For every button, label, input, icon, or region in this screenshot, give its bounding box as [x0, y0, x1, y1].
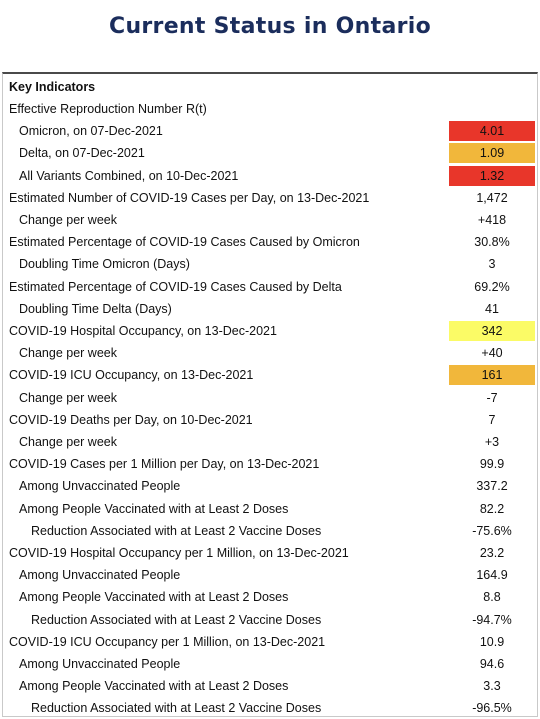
table-row: Reduction Associated with at Least 2 Vac…: [3, 520, 537, 542]
table-row: Estimated Number of COVID-19 Cases per D…: [3, 187, 537, 209]
indicator-value: 342: [449, 321, 535, 341]
indicator-label: Reduction Associated with at Least 2 Vac…: [31, 612, 322, 627]
indicator-value: 82.2: [479, 501, 505, 516]
indicator-value: 30.8%: [474, 235, 510, 250]
indicator-value: 3.3: [483, 679, 501, 694]
indicator-label: COVID-19 Hospital Occupancy per 1 Millio…: [9, 546, 349, 560]
indicator-label: Estimated Number of COVID-19 Cases per D…: [9, 190, 370, 205]
indicator-value: 3: [488, 257, 496, 272]
indicator-value: -75.6%: [472, 523, 512, 538]
table-row: COVID-19 Hospital Occupancy per 1 Millio…: [3, 542, 537, 564]
indicator-value: +40: [481, 346, 503, 361]
indicator-value: -7: [486, 390, 498, 405]
table-row: Omicron, on 07-Dec-2021 4.01: [3, 120, 537, 142]
table-row: COVID-19 Cases per 1 Million per Day, on…: [3, 453, 537, 475]
indicator-label: Estimated Percentage of COVID-19 Cases C…: [9, 235, 360, 250]
table-row: Doubling Time Delta (Days) 41: [3, 298, 537, 320]
table-row: Reduction Associated with at Least 2 Vac…: [3, 697, 537, 719]
indicator-label: Omicron, on 07-Dec-2021: [19, 124, 163, 139]
indicator-label: COVID-19 Cases per 1 Million per Day, on…: [9, 457, 320, 472]
table-row: Among Unvaccinated People 337.2: [3, 475, 537, 497]
indicator-label: COVID-19 ICU Occupancy per 1 Million, on…: [9, 634, 326, 649]
indicator-label: Among People Vaccinated with at Least 2 …: [19, 679, 289, 694]
indicator-label: Among Unvaccinated People: [19, 568, 181, 583]
page-title: Current Status in Ontario: [109, 14, 431, 39]
indicator-value: 94.6: [479, 657, 505, 671]
indicator-label: Among Unvaccinated People: [19, 479, 181, 494]
indicator-value: 161: [449, 365, 535, 386]
indicator-label: Among Unvaccinated People: [19, 657, 181, 671]
indicator-label: All Variants Combined, on 10-Dec-2021: [19, 168, 239, 183]
indicator-label: Estimated Percentage of COVID-19 Cases C…: [9, 279, 342, 294]
table-row: Effective Reproduction Number R(t): [3, 98, 537, 120]
table-row: All Variants Combined, on 10-Dec-2021 1.3…: [3, 165, 537, 187]
indicator-label: Doubling Time Delta (Days): [19, 301, 172, 316]
indicator-value: [449, 99, 535, 119]
indicator-value: 41: [485, 301, 499, 316]
indicator-label: Delta, on 07-Dec-2021: [19, 146, 145, 161]
table-row: Change per week +40: [3, 342, 537, 364]
indicator-label: Among People Vaccinated with at Least 2 …: [19, 501, 289, 516]
indicator-value: -94.7%: [472, 612, 512, 627]
table-row: Reduction Associated with at Least 2 Vac…: [3, 609, 537, 631]
table-row: Delta, on 07-Dec-2021 1.09: [3, 142, 537, 164]
table-row: Change per week +418: [3, 209, 537, 231]
table-row: Among Unvaccinated People 164.9: [3, 564, 537, 586]
table-row: Change per week -7: [3, 387, 537, 409]
indicator-value: 164.9: [476, 568, 508, 583]
table-row: Change per week +3: [3, 431, 537, 453]
indicator-label: Among People Vaccinated with at Least 2 …: [19, 590, 289, 605]
indicator-value: 7: [488, 412, 496, 427]
indicator-label: Change per week: [19, 435, 117, 449]
indicator-value: -96.5%: [472, 701, 512, 716]
table-row: Among People Vaccinated with at Least 2 …: [3, 675, 537, 697]
indicator-value: 10.9: [479, 634, 505, 649]
indicator-value: 4.01: [449, 121, 535, 142]
indicator-label: Effective Reproduction Number R(t): [9, 102, 207, 116]
indicator-value: 337.2: [476, 479, 508, 494]
table-heading: Key Indicators: [9, 80, 96, 94]
indicator-value: 1.09: [449, 143, 535, 164]
indicator-value: +3: [484, 435, 500, 449]
indicator-label: Change per week: [19, 213, 117, 227]
table-row: COVID-19 Hospital Occupancy, on 13-Dec-2…: [3, 320, 537, 342]
table-row: Estimated Percentage of COVID-19 Cases C…: [3, 231, 537, 253]
indicator-label: Reduction Associated with at Least 2 Vac…: [31, 701, 322, 716]
table-row: Among People Vaccinated with at Least 2 …: [3, 498, 537, 520]
indicator-value: 1,472: [476, 190, 508, 205]
indicator-value: 8.8: [483, 590, 501, 605]
indicator-label: COVID-19 Deaths per Day, on 10-Dec-2021: [9, 412, 253, 427]
table-row: Among Unvaccinated People 94.6: [3, 653, 537, 675]
indicator-label: Change per week: [19, 346, 117, 361]
table-row: COVID-19 Deaths per Day, on 10-Dec-2021 7: [3, 409, 537, 431]
indicator-label: Reduction Associated with at Least 2 Vac…: [31, 523, 322, 538]
table-row: Doubling Time Omicron (Days) 3: [3, 253, 537, 275]
indicator-value: +418: [477, 213, 507, 227]
table-row: COVID-19 ICU Occupancy per 1 Million, on…: [3, 631, 537, 653]
table-row: COVID-19 ICU Occupancy, on 13-Dec-2021 16…: [3, 364, 537, 386]
indicator-label: COVID-19 Hospital Occupancy, on 13-Dec-2…: [9, 324, 277, 338]
key-indicators-table: Key Indicators Effective Reproduction Nu…: [2, 72, 538, 717]
indicator-value: 99.9: [479, 457, 505, 472]
indicator-value: 69.2%: [474, 279, 510, 294]
table-heading-row: Key Indicators: [3, 76, 537, 98]
table-row: Estimated Percentage of COVID-19 Cases C…: [3, 276, 537, 298]
table-row: Among People Vaccinated with at Least 2 …: [3, 586, 537, 608]
indicator-value: 1.32: [449, 165, 535, 186]
indicator-value: 23.2: [479, 546, 505, 560]
indicator-label: Change per week: [19, 390, 117, 405]
indicator-label: COVID-19 ICU Occupancy, on 13-Dec-2021: [9, 368, 254, 383]
indicator-label: Doubling Time Omicron (Days): [19, 257, 190, 272]
